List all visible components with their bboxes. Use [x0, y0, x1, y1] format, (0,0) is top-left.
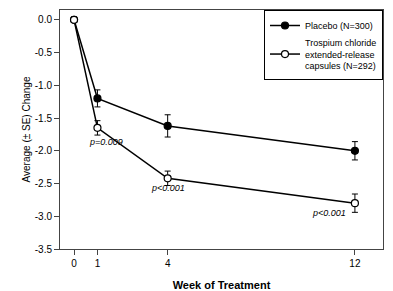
svg-text:1: 1	[95, 258, 101, 269]
svg-text:12: 12	[349, 258, 361, 269]
svg-text:p<0.001: p<0.001	[312, 208, 346, 218]
svg-text:-2.5: -2.5	[35, 178, 53, 189]
svg-text:Week of Treatment: Week of Treatment	[173, 279, 271, 291]
svg-text:-3.5: -3.5	[35, 244, 53, 255]
svg-text:Trospium chlorideextended-rele: Trospium chlorideextended-releasecapsule…	[305, 38, 376, 71]
svg-text:Placebo (N=300): Placebo (N=300)	[305, 21, 373, 31]
svg-text:p<0.001: p<0.001	[151, 183, 185, 193]
svg-text:Average (± SE) Change: Average (± SE) Change	[21, 76, 32, 182]
svg-text:0.0: 0.0	[38, 14, 52, 25]
svg-text:-0.5: -0.5	[35, 47, 53, 58]
svg-text:-1.5: -1.5	[35, 113, 53, 124]
svg-text:4: 4	[165, 258, 171, 269]
svg-text:p=0.009: p=0.009	[89, 137, 123, 147]
svg-text:-1.0: -1.0	[35, 80, 53, 91]
svg-text:-2.0: -2.0	[35, 145, 53, 156]
svg-text:0: 0	[71, 258, 77, 269]
svg-text:-3.0: -3.0	[35, 211, 53, 222]
